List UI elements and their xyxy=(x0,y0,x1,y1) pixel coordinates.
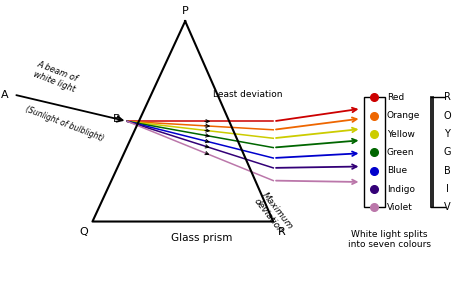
Text: A beam of
white light: A beam of white light xyxy=(32,60,81,93)
Text: B: B xyxy=(113,113,120,123)
Text: O: O xyxy=(443,111,451,121)
Text: Blue: Blue xyxy=(387,166,407,175)
Bar xyxy=(364,97,384,207)
Text: Indigo: Indigo xyxy=(387,185,415,194)
Text: R: R xyxy=(444,92,451,102)
Text: P: P xyxy=(182,5,189,15)
Text: B: B xyxy=(444,166,450,176)
Text: Green: Green xyxy=(387,148,414,157)
Text: White light splits
into seven colours: White light splits into seven colours xyxy=(347,230,431,249)
Text: (Sunlight of bulblight): (Sunlight of bulblight) xyxy=(24,104,105,143)
Text: Yellow: Yellow xyxy=(387,130,415,139)
Text: G: G xyxy=(443,147,451,157)
Text: I: I xyxy=(446,184,448,194)
Text: Red: Red xyxy=(387,93,404,102)
Text: Glass prism: Glass prism xyxy=(171,233,232,243)
Text: V: V xyxy=(444,202,450,212)
Text: Least deviation: Least deviation xyxy=(213,90,283,99)
Text: Violet: Violet xyxy=(387,203,413,212)
Text: A: A xyxy=(1,89,9,99)
Text: Y: Y xyxy=(444,129,450,139)
Text: R: R xyxy=(278,227,286,237)
Text: Orange: Orange xyxy=(387,111,420,120)
Text: Maximum
deviation: Maximum deviation xyxy=(252,190,295,237)
Text: Q: Q xyxy=(79,227,88,237)
